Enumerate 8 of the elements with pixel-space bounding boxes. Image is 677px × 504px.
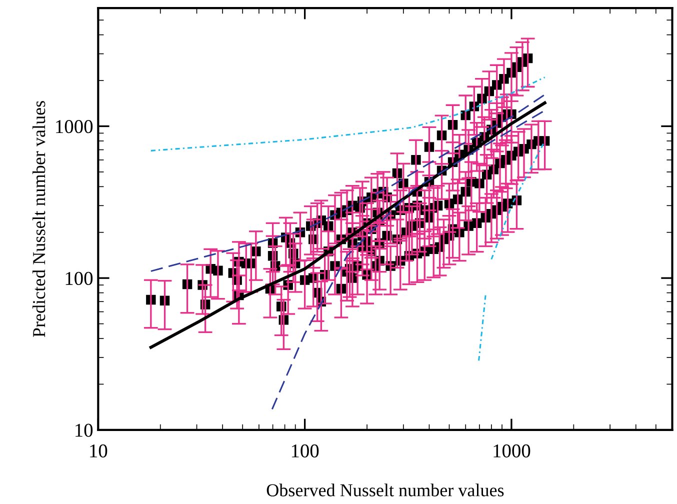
x-tick-label: 10 (90, 444, 108, 458)
y-tick-label: 1000 (56, 120, 93, 134)
x-tick-label: 1000 (494, 444, 530, 458)
x-tick-label: 100 (292, 444, 319, 458)
y-tick-label: 100 (66, 272, 93, 286)
y-axis-title: Predicted Nusselt number values (32, 101, 46, 338)
x-axis-title: Observed Nusselt number values (266, 484, 504, 496)
y-tick-label: 10 (76, 424, 93, 437)
